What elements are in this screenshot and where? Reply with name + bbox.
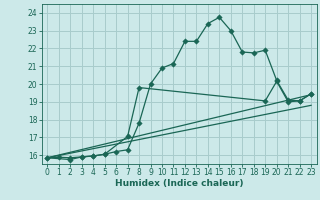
X-axis label: Humidex (Indice chaleur): Humidex (Indice chaleur) xyxy=(115,179,244,188)
